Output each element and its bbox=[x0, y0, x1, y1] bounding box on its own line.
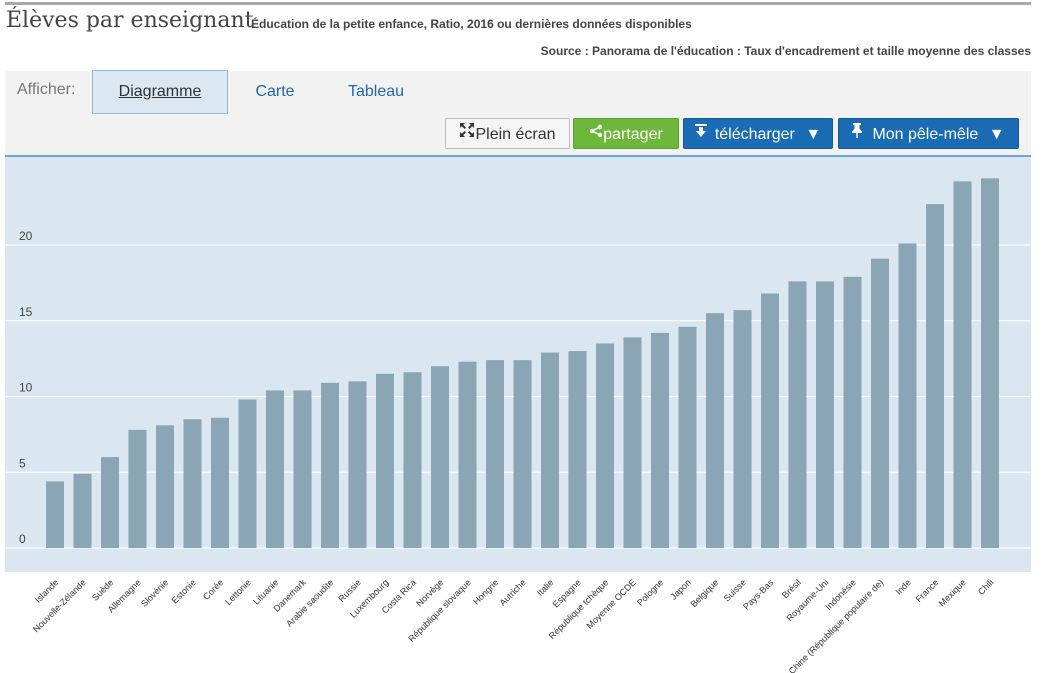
bar[interactable] bbox=[458, 361, 477, 548]
bar[interactable] bbox=[651, 332, 669, 548]
toolbar: Afficher: Diagramme Carte Tableau Plein … bbox=[5, 70, 1031, 157]
share-icon bbox=[589, 118, 603, 149]
bar[interactable] bbox=[293, 390, 312, 548]
fullscreen-label: Plein écran bbox=[475, 126, 556, 143]
bar[interactable] bbox=[238, 399, 257, 548]
bar[interactable] bbox=[431, 366, 449, 548]
download-button[interactable]: télécharger ▼ bbox=[683, 118, 833, 149]
bar[interactable] bbox=[403, 372, 422, 548]
bar[interactable] bbox=[348, 381, 367, 548]
bar[interactable] bbox=[73, 473, 92, 548]
page-subtitle: Éducation de la petite enfance, Ratio, 2… bbox=[251, 17, 692, 31]
bar[interactable] bbox=[321, 382, 339, 548]
y-tick-label: 5 bbox=[19, 456, 26, 470]
x-tick-label: Russie bbox=[336, 577, 363, 604]
bar[interactable] bbox=[183, 419, 202, 548]
bar[interactable] bbox=[266, 390, 284, 548]
caret-down-icon: ▼ bbox=[988, 126, 1005, 143]
pin-icon bbox=[852, 118, 863, 149]
caret-down-icon: ▼ bbox=[805, 126, 822, 143]
bar[interactable] bbox=[816, 281, 834, 548]
tab-tableau[interactable]: Tableau bbox=[347, 83, 405, 100]
x-tick-label: Chili bbox=[976, 577, 995, 596]
x-tick-label: Italie bbox=[535, 577, 556, 598]
y-tick-label: 0 bbox=[19, 532, 26, 546]
bar[interactable] bbox=[926, 204, 944, 548]
x-tick-label: Pays-Bas bbox=[741, 577, 776, 612]
x-tick-label: Suisse bbox=[722, 577, 748, 603]
bar[interactable] bbox=[486, 360, 504, 548]
x-tick-label: Nouvelle-Zélande bbox=[31, 577, 88, 634]
my-page-label: Mon pêle-mêle bbox=[872, 126, 979, 143]
x-tick-label: Estonie bbox=[170, 577, 198, 605]
y-tick-label: 15 bbox=[19, 305, 33, 319]
bar[interactable] bbox=[513, 360, 532, 548]
download-icon bbox=[694, 118, 707, 149]
x-tick-label: Corée bbox=[201, 577, 225, 601]
x-tick-label: Belgique bbox=[689, 577, 721, 609]
afficher-label: Afficher: bbox=[17, 81, 76, 98]
bar[interactable] bbox=[953, 181, 972, 548]
x-tick-label: Inde bbox=[893, 577, 912, 596]
bar[interactable] bbox=[981, 178, 999, 548]
bar[interactable] bbox=[733, 310, 752, 548]
bar[interactable] bbox=[101, 457, 119, 548]
bar[interactable] bbox=[788, 281, 807, 548]
x-tick-label: Moyenne OCDE bbox=[585, 577, 638, 630]
x-tick-label: France bbox=[914, 577, 941, 604]
y-tick-label: 10 bbox=[19, 381, 33, 395]
fullscreen-button[interactable]: Plein écran bbox=[445, 118, 570, 149]
bar[interactable] bbox=[898, 243, 917, 549]
bar[interactable] bbox=[761, 293, 779, 548]
bar[interactable] bbox=[871, 258, 889, 548]
bar[interactable] bbox=[46, 481, 64, 548]
bar[interactable] bbox=[128, 429, 147, 548]
bar[interactable] bbox=[568, 351, 587, 548]
x-tick-label: Lettonie bbox=[223, 577, 253, 607]
source-link[interactable]: Source : Panorama de l'éducation : Taux … bbox=[540, 44, 1031, 58]
bar[interactable] bbox=[623, 337, 642, 548]
x-tick-label: Japon bbox=[668, 577, 692, 601]
share-label: partager bbox=[603, 126, 663, 143]
x-tick-label: Slovénie bbox=[139, 577, 170, 608]
bar[interactable] bbox=[843, 276, 862, 548]
page-title: Élèves par enseignant bbox=[6, 8, 254, 33]
x-tick-label: Suède bbox=[90, 577, 115, 602]
bars bbox=[46, 178, 999, 549]
share-button[interactable]: partager bbox=[573, 118, 679, 149]
my-page-button[interactable]: Mon pêle-mêle ▼ bbox=[838, 118, 1019, 149]
bar[interactable] bbox=[541, 352, 559, 548]
y-tick-label: 20 bbox=[19, 229, 33, 243]
header-rule bbox=[5, 2, 1031, 5]
bar[interactable] bbox=[156, 425, 174, 548]
x-tick-label: Autriche bbox=[497, 577, 527, 607]
x-tick-label: Pologne bbox=[635, 577, 665, 607]
tab-carte[interactable]: Carte bbox=[255, 83, 295, 100]
bar[interactable] bbox=[376, 373, 394, 548]
tab-diagramme[interactable]: Diagramme bbox=[92, 70, 228, 114]
x-tick-label: Hongrie bbox=[471, 577, 500, 606]
bar[interactable] bbox=[678, 326, 697, 548]
bar[interactable] bbox=[706, 313, 724, 548]
x-tick-label: Mexique bbox=[937, 577, 968, 608]
bar[interactable] bbox=[596, 343, 614, 548]
x-tick-label: Brésil bbox=[780, 577, 803, 600]
download-label: télécharger bbox=[714, 126, 795, 143]
bar[interactable] bbox=[211, 417, 229, 548]
expand-arrows-icon bbox=[459, 118, 475, 149]
